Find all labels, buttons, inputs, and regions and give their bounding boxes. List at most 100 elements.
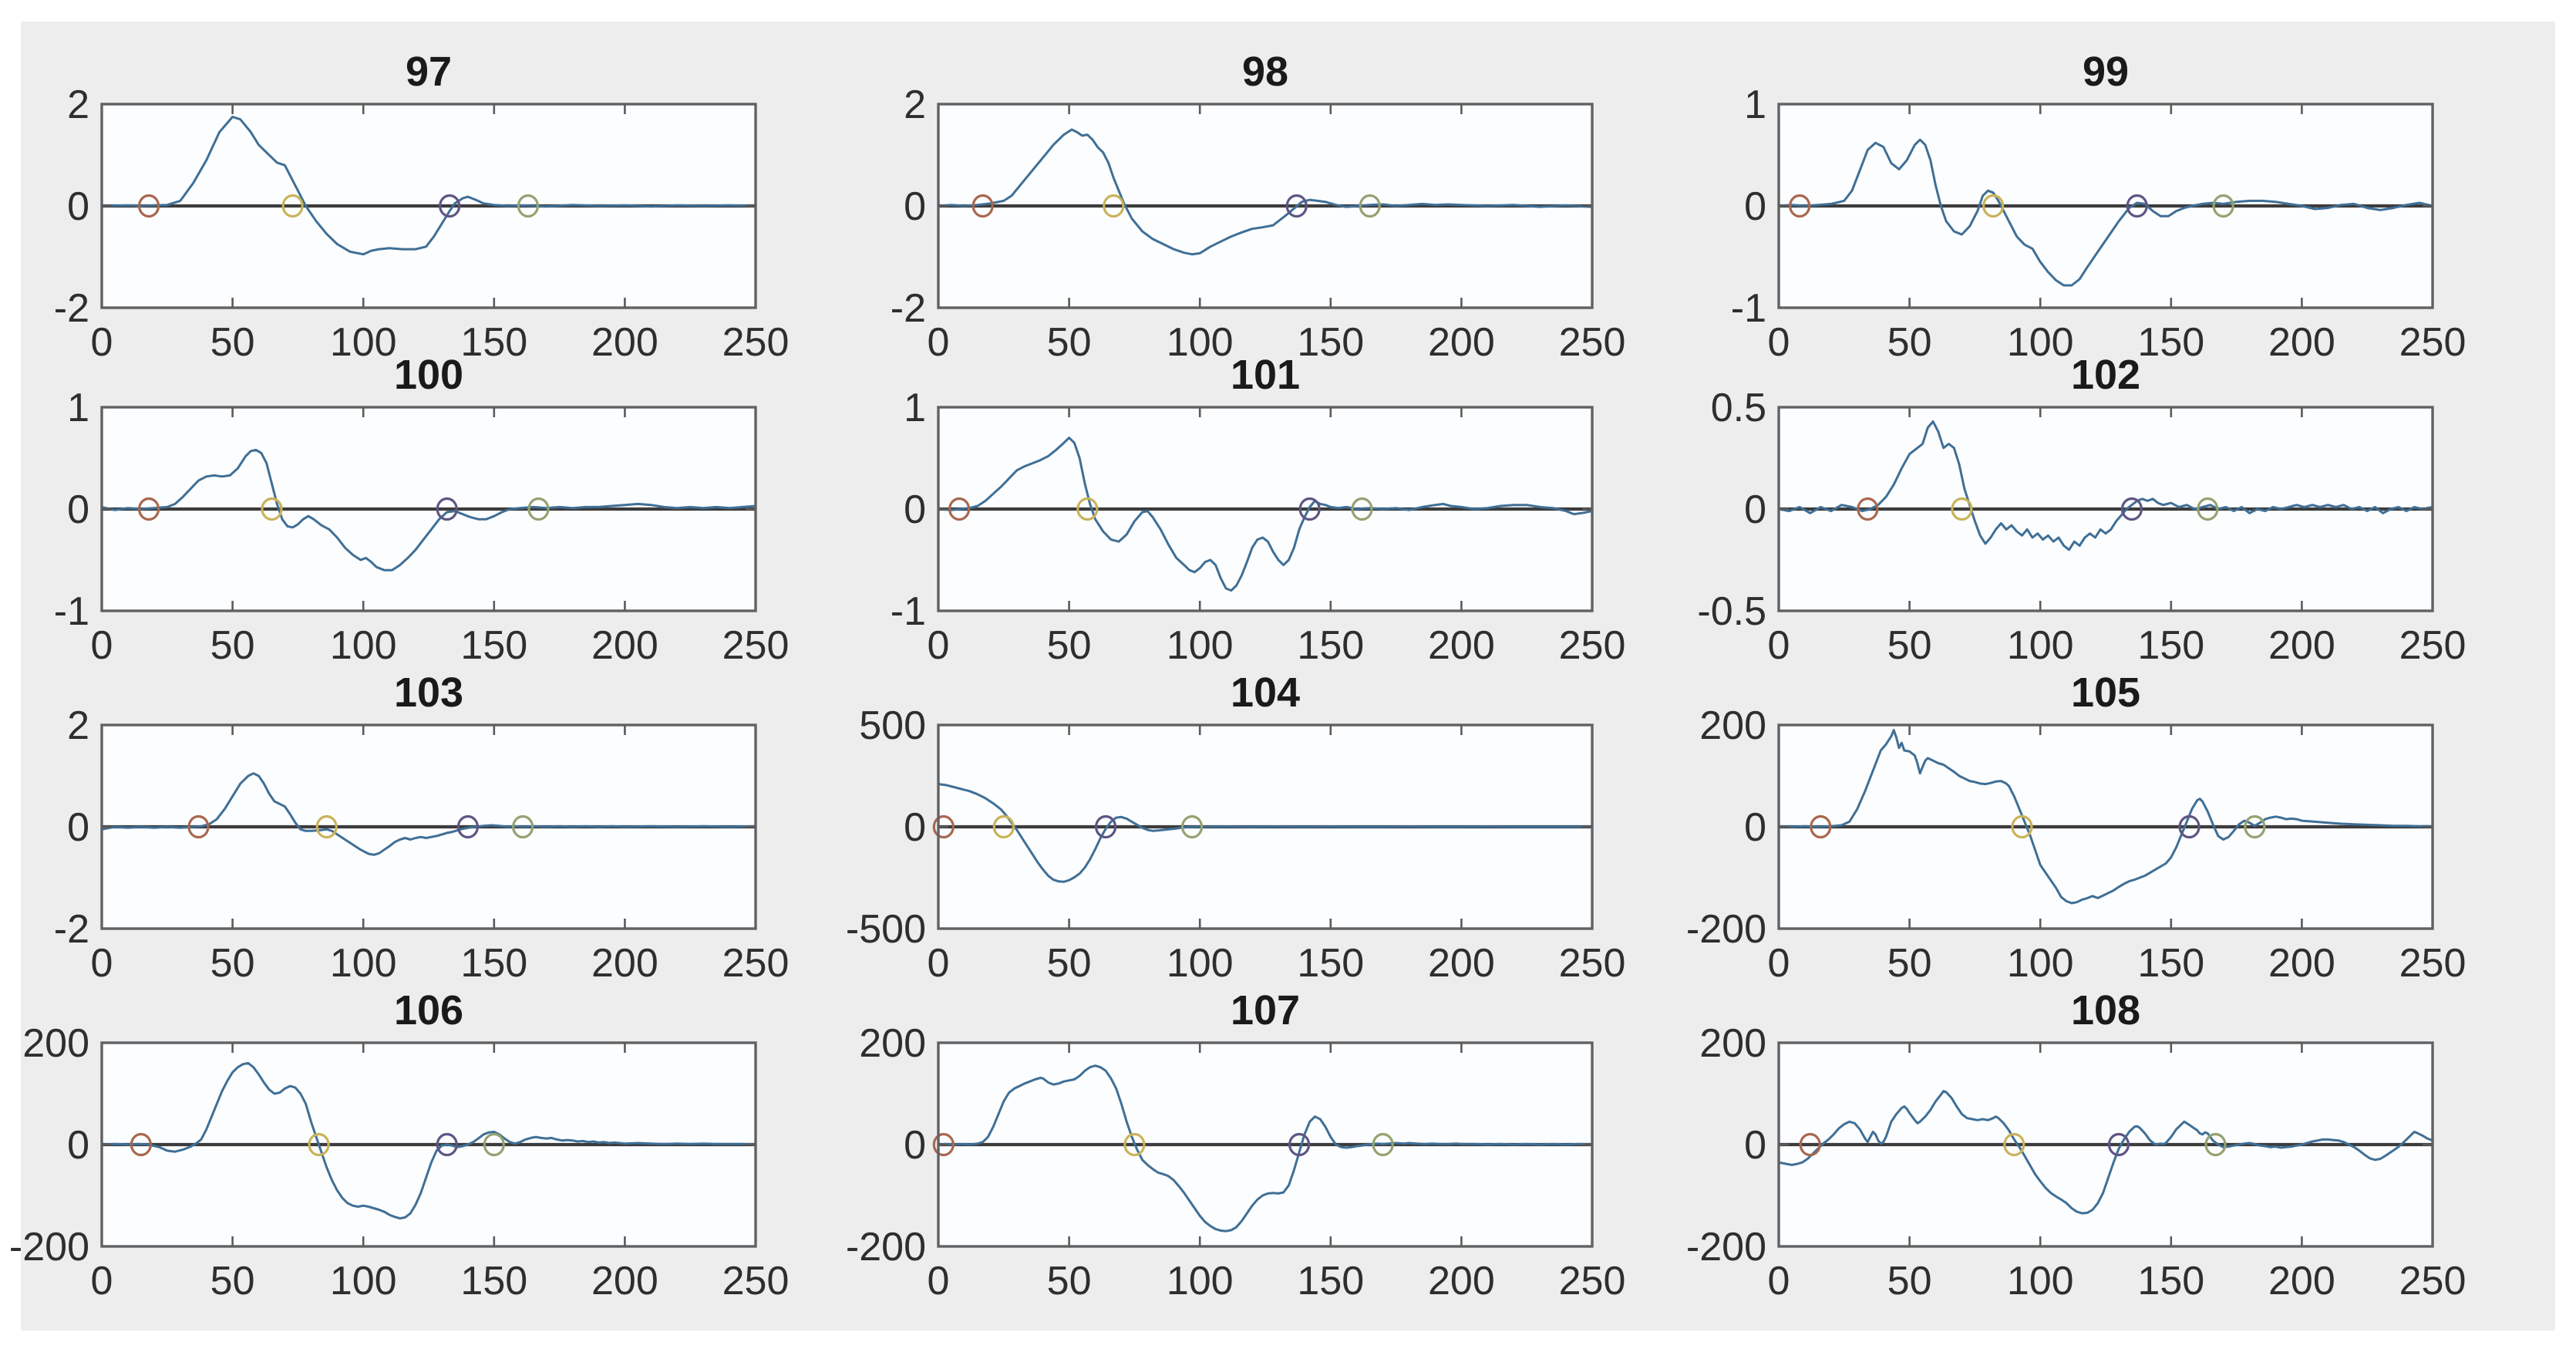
y-tick-label: -1	[891, 589, 926, 634]
y-tick-label: -200	[1686, 1225, 1766, 1270]
x-tick-label: 50	[210, 941, 255, 986]
event-marker-purple	[2107, 1132, 2130, 1157]
y-tick-label: -1	[1731, 286, 1766, 331]
y-tick-label: 0	[67, 805, 89, 850]
x-tick-label: 0	[1768, 320, 1790, 365]
subplot-title: 99	[2083, 49, 2129, 95]
y-tick-label: 0	[1744, 184, 1766, 229]
x-tick-label: 100	[330, 320, 397, 365]
x-tick-label: 200	[1428, 623, 1495, 668]
event-marker-orange	[932, 814, 955, 839]
y-tick-label: 500	[859, 703, 926, 748]
x-tick-label: 0	[1768, 1259, 1790, 1303]
event-marker-yellow	[1103, 194, 1125, 218]
x-tick-label: 200	[1428, 1259, 1495, 1303]
event-marker-green	[2197, 497, 2219, 521]
y-tick-label: 0	[1744, 487, 1766, 532]
event-marker-yellow	[308, 1132, 330, 1157]
x-tick-label: 100	[330, 1259, 397, 1303]
signal-line	[1779, 138, 2433, 287]
event-marker-orange	[130, 1132, 152, 1157]
x-tick-label: 150	[460, 941, 527, 986]
x-tick-label: 50	[1047, 623, 1092, 668]
x-tick-label: 50	[1887, 623, 1932, 668]
x-tick-label: 50	[210, 320, 255, 365]
x-tick-label: 200	[2268, 623, 2335, 668]
y-tick-label: -500	[846, 907, 926, 952]
event-marker-green	[483, 1132, 505, 1157]
event-marker-purple	[1298, 497, 1321, 521]
y-tick-label: 0	[67, 184, 89, 229]
x-tick-label: 150	[2137, 941, 2204, 986]
event-marker-yellow	[2011, 814, 2033, 839]
x-tick-label: 200	[591, 320, 658, 365]
x-tick-label: 100	[1167, 941, 1234, 986]
subplot-title: 101	[1231, 352, 1300, 398]
event-marker-orange	[948, 497, 971, 521]
x-tick-label: 200	[2268, 320, 2335, 365]
event-marker-orange	[187, 814, 210, 839]
y-tick-label: 200	[859, 1021, 926, 1066]
y-tick-label: 2	[904, 83, 926, 127]
y-tick-label: -1	[54, 589, 89, 634]
event-marker-orange	[932, 1132, 955, 1157]
x-tick-label: 200	[1428, 941, 1495, 986]
subplot-title: 104	[1231, 669, 1300, 716]
x-tick-label: 50	[210, 1259, 255, 1303]
x-tick-label: 250	[1559, 320, 1626, 365]
x-tick-label: 200	[2268, 941, 2335, 986]
event-marker-green	[1180, 814, 1204, 839]
event-marker-purple	[1288, 1132, 1311, 1157]
x-tick-label: 0	[91, 941, 113, 986]
event-marker-yellow	[1076, 497, 1099, 521]
y-tick-label: 1	[904, 386, 926, 430]
x-tick-label: 150	[2137, 623, 2204, 668]
x-tick-label: 150	[1297, 623, 1364, 668]
event-marker-green	[2204, 1132, 2227, 1157]
x-tick-label: 150	[460, 320, 527, 365]
x-tick-label: 200	[2268, 1259, 2335, 1303]
x-tick-label: 50	[1887, 941, 1932, 986]
y-tick-label: -200	[846, 1225, 926, 1270]
y-tick-label: 0	[904, 487, 926, 532]
x-tick-label: 150	[2137, 1259, 2204, 1303]
x-tick-label: 250	[1559, 1259, 1626, 1303]
signal-line	[1779, 729, 2433, 905]
event-marker-purple	[2178, 814, 2201, 839]
event-marker-yellow	[315, 814, 338, 839]
y-tick-label: 0	[67, 487, 89, 532]
subplot-title: 98	[1242, 49, 1288, 95]
x-tick-label: 50	[1047, 1259, 1092, 1303]
event-marker-orange	[137, 497, 160, 521]
x-tick-label: 0	[928, 1259, 950, 1303]
event-marker-orange	[971, 194, 994, 218]
x-tick-label: 150	[1297, 320, 1364, 365]
y-tick-label: -2	[54, 907, 89, 952]
y-tick-label: -2	[54, 286, 89, 331]
x-tick-label: 100	[1167, 623, 1234, 668]
x-tick-label: 250	[1559, 623, 1626, 668]
event-marker-green	[2244, 814, 2266, 839]
x-tick-label: 0	[91, 320, 113, 365]
x-tick-label: 0	[1768, 941, 1790, 986]
x-tick-label: 200	[591, 941, 658, 986]
y-tick-label: 0	[904, 184, 926, 229]
event-marker-orange	[137, 194, 160, 218]
x-tick-label: 50	[1887, 1259, 1932, 1303]
signal-line	[938, 437, 1592, 592]
subplot-title: 108	[2071, 987, 2140, 1034]
event-marker-purple	[456, 814, 479, 839]
x-tick-label: 100	[1167, 320, 1234, 365]
event-marker-purple	[436, 497, 458, 521]
y-tick-label: -200	[9, 1225, 89, 1270]
signal-line	[102, 1061, 756, 1220]
event-marker-green	[527, 497, 550, 521]
x-tick-label: 250	[2399, 623, 2467, 668]
